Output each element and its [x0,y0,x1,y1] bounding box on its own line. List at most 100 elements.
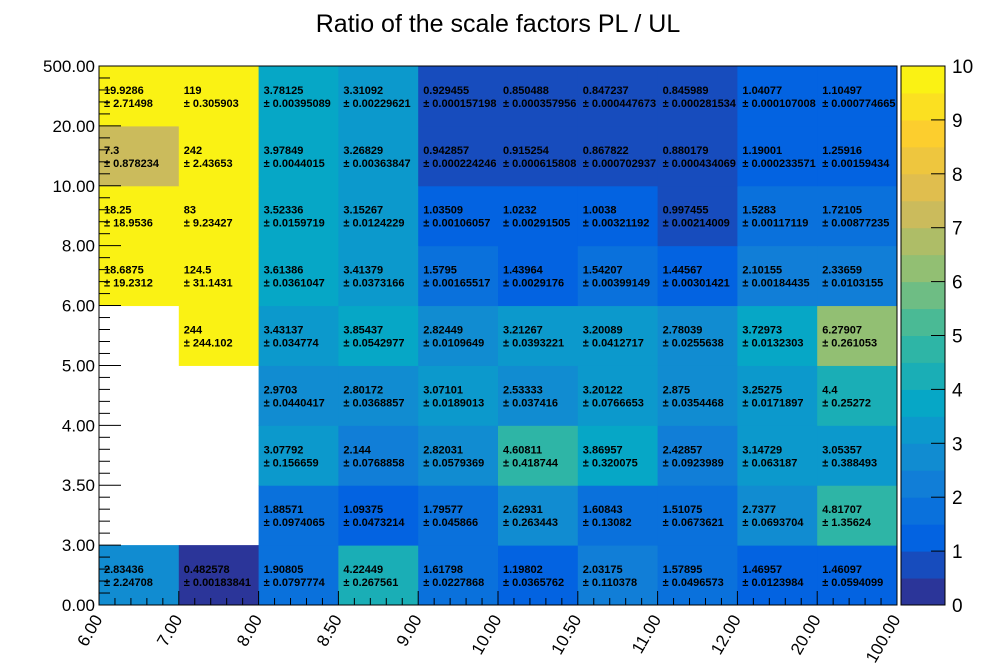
heatmap-cell [258,365,339,426]
color-bar-tick-label: 9 [952,111,963,132]
cell-error-label: ± 9.23427 [184,218,233,230]
cell-value-label: 2.10155 [742,265,782,277]
heatmap-cell [737,66,818,127]
cell-error-label: ± 0.0171897 [742,397,803,409]
cell-value-label: 3.15267 [343,205,383,217]
color-bar-step [901,389,945,417]
y-tick-label: 8.00 [62,237,95,256]
cell-error-label: ± 0.0579369 [423,457,484,469]
cell-value-label: 2.82449 [423,325,463,337]
cell-value-label: 3.20122 [583,384,623,396]
heatmap-cell [577,66,659,127]
cell-value-label: 1.57895 [663,564,703,576]
heatmap-cell [737,125,818,187]
heatmap-cell [99,245,180,307]
cell-value-label: 3.97849 [264,145,304,157]
cell-error-label: ± 0.000224246 [423,158,496,170]
cell-value-label: 1.5795 [423,265,457,277]
color-bar-step [901,281,945,310]
y-tick-label: 6.00 [62,297,95,316]
cell-value-label: 3.61386 [264,265,304,277]
heatmap-cell [178,66,260,127]
heatmap-cell [577,125,659,187]
cell-value-label: 3.05357 [822,444,862,456]
cell-error-label: ± 0.0361047 [264,278,325,290]
heatmap-cell [737,425,818,486]
color-bar: 0 1 2 3 4 5 6 7 8 9 10 [900,57,973,617]
cell-error-label: ± 2.43653 [184,158,233,170]
cell-error-label: ± 0.156659 [264,457,319,469]
cell-value-label: 1.0038 [583,205,617,217]
x-tick-label: 8.00 [233,612,266,650]
cell-error-label: ± 0.00117119 [742,218,808,230]
heatmap-cell [657,365,738,426]
heatmap-cell [817,365,898,426]
cell-value-label: 1.46957 [742,564,782,576]
color-bar-tick-label: 4 [952,380,963,401]
cell-error-label: ± 0.037416 [503,397,558,409]
heatmap-cell [737,185,818,247]
cell-error-label: ± 0.0766653 [583,397,644,409]
heatmap-cell [418,185,499,247]
cell-error-label: ± 0.0440417 [264,397,325,409]
cell-error-label: ± 0.000774665 [822,98,895,110]
cell-value-label: 4.60811 [503,444,542,456]
heatmap-cell [498,305,579,366]
cell-value-label: 2.78039 [663,325,703,337]
cell-error-label: ± 0.418744 [503,457,559,469]
color-bar-step [901,578,945,606]
heatmap-cell [737,245,818,307]
cell-value-label: 2.9703 [264,384,298,396]
cell-error-label: ± 0.00214009 [663,218,730,230]
cell-value-label: 2.42857 [663,444,703,456]
heatmap-cell [99,545,180,606]
x-tick-label: 20.00 [787,612,825,658]
heatmap-cell [99,125,180,187]
cell-error-label: ± 2.24708 [104,577,153,589]
cell-value-label: 1.51075 [663,504,703,516]
cell-value-label: 3.78125 [264,85,304,97]
cell-error-label: ± 0.063187 [742,457,797,469]
x-tick-label: 7.00 [153,612,186,650]
heatmap-cell [258,66,339,127]
heatmap-cell [817,66,898,127]
color-bar-step [901,362,945,390]
cell-error-label: ± 0.261053 [822,338,877,350]
cell-error-label: ± 0.00291505 [503,218,570,230]
color-bar-tick-label: 6 [952,273,963,294]
heatmap-cell [418,485,499,546]
cell-value-label: 1.60843 [583,504,623,516]
cell-error-label: ± 0.000434069 [663,158,736,170]
heatmap-cell [657,485,738,546]
cell-value-label: 3.52336 [264,205,304,217]
cell-error-label: ± 0.045866 [423,517,478,529]
cell-value-label: 1.10497 [822,85,862,97]
heatmap-cell [498,485,579,546]
heatmap-cell [178,125,260,187]
cell-error-label: ± 0.0044015 [264,158,325,170]
heatmap-cell [657,125,738,187]
chart-title: Ratio of the scale factors PL / UL [316,10,681,38]
heatmap-cell [817,185,898,247]
heatmap-cell [338,365,419,426]
cell-error-label: ± 0.000615808 [503,158,576,170]
cell-value-label: 3.41379 [343,265,383,277]
cell-value-label: 3.26829 [343,145,383,157]
cell-error-label: ± 0.0123984 [742,577,804,589]
heatmap-cell [657,425,738,486]
cell-value-label: 3.85437 [343,325,383,337]
heatmap-cell [418,305,499,366]
color-bar-step [901,66,945,94]
cell-value-label: 1.90805 [264,564,304,576]
cell-value-label: 2.875 [663,384,691,396]
x-tick-label: 8.50 [313,612,346,650]
heatmap-cell [498,185,579,247]
x-tick-label: 10.50 [548,612,586,658]
cell-value-label: 7.3 [104,145,119,157]
y-tick-label: 3.50 [62,476,95,495]
cell-value-label: 0.997455 [663,205,709,217]
heatmap-cell [99,185,180,247]
cell-error-label: ± 0.000233571 [742,158,815,170]
heatmap-cell [657,66,738,127]
